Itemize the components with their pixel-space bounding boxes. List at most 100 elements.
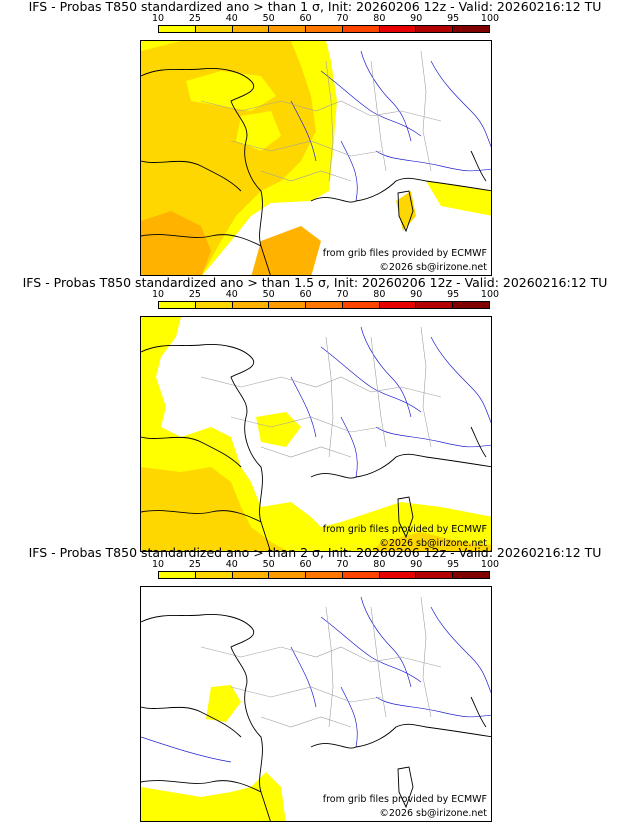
rivers bbox=[290, 50, 491, 202]
colorbar-tick-label: 60 bbox=[299, 289, 312, 300]
panel-title: IFS - Probas T850 standardized ano > tha… bbox=[28, 545, 602, 560]
colorbar-tick-label: 40 bbox=[225, 289, 238, 300]
probability-map: from grib files provided by ECMWF ©2026 … bbox=[140, 586, 492, 822]
colorbar-swatch bbox=[159, 572, 196, 578]
colorbar-tick-label: 40 bbox=[225, 13, 238, 24]
colorbar-tick-label: 90 bbox=[410, 559, 423, 570]
credit-copyright: ©2026 sb@irizone.net bbox=[379, 808, 487, 819]
credit-source: from grib files provided by ECMWF bbox=[322, 524, 487, 535]
admin-borders bbox=[200, 326, 442, 458]
prob-area-yellow-patch bbox=[186, 71, 276, 111]
panel-title: IFS - Probas T850 standardized ano > tha… bbox=[22, 275, 608, 290]
credit-source: from grib files provided by ECMWF bbox=[322, 794, 487, 805]
prob-area-gold bbox=[141, 467, 288, 551]
colorbar bbox=[158, 301, 490, 309]
colorbar-tick-label: 10 bbox=[151, 559, 165, 570]
colorbar-tick-label: 70 bbox=[336, 13, 349, 24]
colorbar-swatch bbox=[269, 572, 307, 578]
colorbar-swatch bbox=[416, 572, 454, 578]
forecast-panel-2: IFS - Probas T850 standardized ano > tha… bbox=[0, 276, 630, 552]
colorbar-swatch bbox=[232, 302, 270, 308]
prob-area-gold2 bbox=[372, 532, 491, 551]
colorbar-swatch bbox=[379, 302, 417, 308]
colorbar-swatch bbox=[342, 302, 380, 308]
coastlines bbox=[141, 344, 491, 551]
coastlines bbox=[141, 614, 491, 821]
colorbar-swatch bbox=[232, 572, 270, 578]
colorbar-tick-label: 40 bbox=[225, 559, 238, 570]
prob-area-patch bbox=[256, 412, 301, 447]
colorbar-swatch bbox=[416, 302, 454, 308]
colorbar-tick-label: 25 bbox=[188, 559, 201, 570]
colorbar-tick-label: 70 bbox=[336, 559, 349, 570]
credit-source: from grib files provided by ECMWF bbox=[322, 248, 487, 259]
colorbar-swatch bbox=[195, 302, 233, 308]
colorbar-swatch bbox=[453, 302, 490, 308]
colorbar-swatch bbox=[269, 26, 307, 32]
colorbar bbox=[158, 25, 490, 33]
colorbar-tick-label: 100 bbox=[480, 289, 500, 300]
map-graphic bbox=[141, 317, 491, 551]
colorbar-swatch bbox=[195, 26, 233, 32]
colorbar-tick-label: 70 bbox=[336, 289, 349, 300]
colorbar-tick-label: 90 bbox=[410, 13, 423, 24]
colorbar-tick-label: 25 bbox=[188, 13, 201, 24]
colorbar-swatch bbox=[342, 26, 380, 32]
colorbar-tick-label: 95 bbox=[447, 13, 460, 24]
panel-title: IFS - Probas T850 standardized ano > tha… bbox=[28, 0, 602, 14]
colorbar-tick-label: 95 bbox=[447, 559, 460, 570]
map-graphic bbox=[141, 596, 491, 821]
colorbar-swatch bbox=[379, 572, 417, 578]
colorbar bbox=[158, 571, 490, 579]
colorbar-swatch bbox=[306, 572, 343, 578]
probability-map: from grib files provided by ECMWF ©2026 … bbox=[140, 316, 492, 552]
colorbar-tick-label: 80 bbox=[373, 289, 386, 300]
colorbar-tick-label: 50 bbox=[262, 559, 275, 570]
colorbar-swatch bbox=[195, 572, 233, 578]
map-graphic bbox=[141, 41, 491, 275]
colorbar-swatch bbox=[379, 26, 417, 32]
rivers bbox=[290, 326, 491, 478]
colorbar-swatch bbox=[416, 26, 454, 32]
colorbar-tick-label: 80 bbox=[373, 559, 386, 570]
colorbar-swatch bbox=[453, 572, 490, 578]
admin-borders bbox=[200, 50, 442, 182]
colorbar-tick-label: 60 bbox=[299, 13, 312, 24]
prob-area-orange bbox=[141, 211, 211, 275]
prob-area-orange2 bbox=[251, 226, 321, 275]
probability-map: from grib files provided by ECMWF ©2026 … bbox=[140, 40, 492, 276]
prob-area-yellow-patch2 bbox=[236, 111, 281, 151]
colorbar-swatch bbox=[453, 26, 490, 32]
colorbar-labels: 10 25 40 50 60 70 80 90 95 100 bbox=[152, 289, 499, 300]
credit-copyright: ©2026 sb@irizone.net bbox=[379, 538, 487, 549]
colorbar-tick-label: 90 bbox=[410, 289, 423, 300]
admin-borders bbox=[200, 596, 442, 728]
colorbar-tick-label: 100 bbox=[480, 13, 500, 24]
rivers bbox=[141, 596, 491, 763]
prob-area-italy bbox=[426, 181, 491, 216]
colorbar-tick-label: 60 bbox=[299, 559, 312, 570]
colorbar-tick-label: 10 bbox=[151, 13, 165, 24]
colorbar-swatch bbox=[159, 26, 196, 32]
forecast-panel-3: IFS - Probas T850 standardized ano > tha… bbox=[0, 546, 630, 822]
colorbar-tick-label: 50 bbox=[262, 289, 275, 300]
forecast-panel-1: IFS - Probas T850 standardized ano > tha… bbox=[0, 0, 630, 276]
coastlines bbox=[141, 68, 491, 275]
colorbar-labels: 10 25 40 50 60 70 80 90 95 100 bbox=[152, 13, 499, 24]
colorbar-swatch bbox=[342, 572, 380, 578]
colorbar-tick-label: 80 bbox=[373, 13, 386, 24]
credit-copyright: ©2026 sb@irizone.net bbox=[379, 262, 487, 273]
colorbar-tick-label: 50 bbox=[262, 13, 275, 24]
colorbar-labels: 10 25 40 50 60 70 80 90 95 100 bbox=[152, 559, 499, 570]
colorbar-tick-label: 10 bbox=[151, 289, 165, 300]
prob-area-yellow bbox=[206, 685, 241, 722]
colorbar-swatch bbox=[159, 302, 196, 308]
colorbar-tick-label: 100 bbox=[480, 559, 500, 570]
colorbar-swatch bbox=[269, 302, 307, 308]
prob-area-gold bbox=[141, 41, 316, 275]
prob-area-yellow2 bbox=[141, 772, 286, 821]
colorbar-tick-label: 25 bbox=[188, 289, 201, 300]
colorbar-tick-label: 95 bbox=[447, 289, 460, 300]
colorbar-swatch bbox=[306, 302, 343, 308]
colorbar-swatch bbox=[306, 26, 343, 32]
